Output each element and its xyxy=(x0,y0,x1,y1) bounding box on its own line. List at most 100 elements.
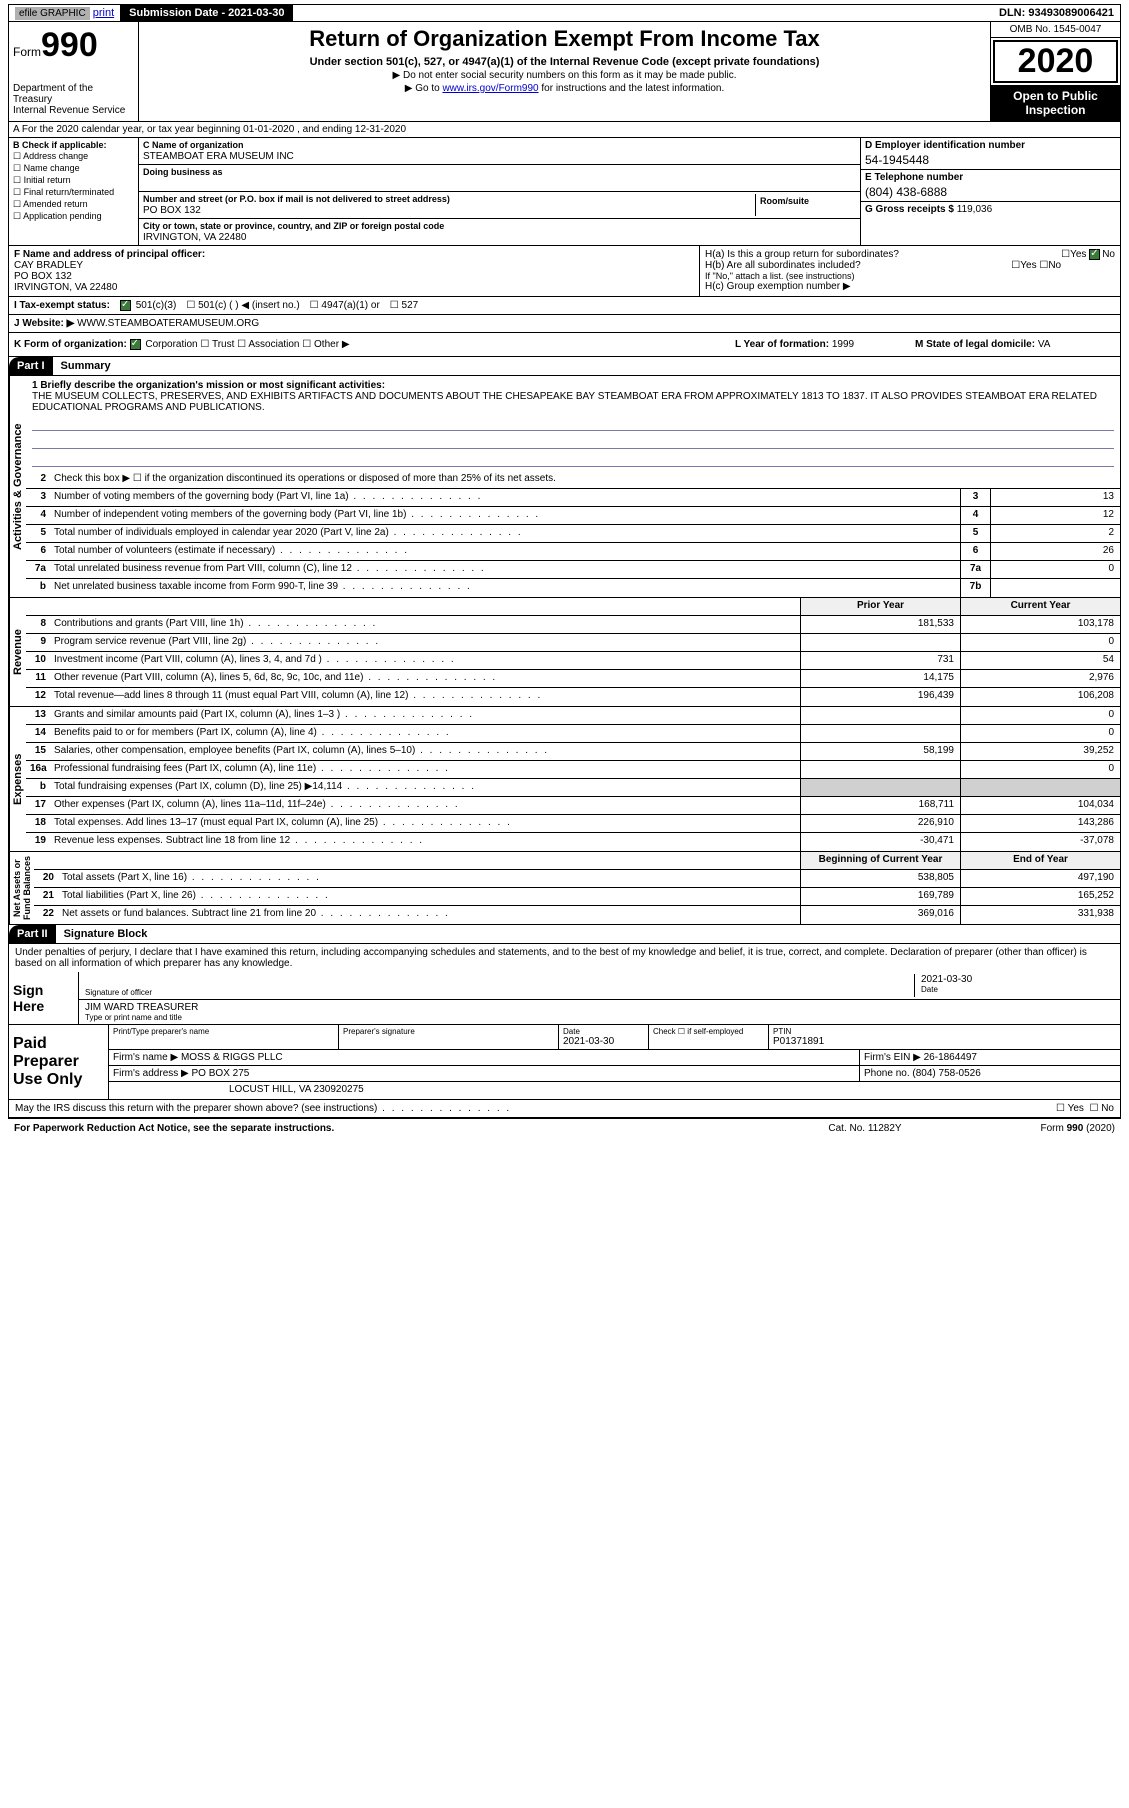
line-8-desc: Contributions and grants (Part VIII, lin… xyxy=(50,616,800,633)
firm-addr2: LOCUST HILL, VA 230920275 xyxy=(109,1082,1120,1097)
row-i-tax-status: I Tax-exempt status: 501(c)(3) ☐ 501(c) … xyxy=(8,297,1121,315)
line-18-py: 226,910 xyxy=(800,815,960,832)
cb-amended[interactable]: ☐ Amended return xyxy=(13,199,134,210)
officer-name: CAY BRADLEY xyxy=(14,260,694,271)
form-subtitle-2: ▶ Do not enter social security numbers o… xyxy=(149,70,980,81)
col-c: C Name of organizationSTEAMBOAT ERA MUSE… xyxy=(139,138,860,245)
officer-addr1: PO BOX 132 xyxy=(14,271,694,282)
phone: (804) 438-6888 xyxy=(865,185,1116,199)
cb-name-change[interactable]: ☐ Name change xyxy=(13,163,134,174)
firm-phone: (804) 758-0526 xyxy=(912,1068,980,1079)
line-11-cy: 2,976 xyxy=(960,670,1120,687)
governance-section: Activities & Governance 1 Briefly descri… xyxy=(8,376,1121,598)
line-4-desc: Number of independent voting members of … xyxy=(50,507,960,524)
line-b-desc: Net unrelated business taxable income fr… xyxy=(50,579,960,597)
street-address: PO BOX 132 xyxy=(143,205,201,216)
sign-here-label: Sign Here xyxy=(9,972,79,1024)
state-domicile: VA xyxy=(1038,339,1051,350)
side-label-netassets: Net Assets or Fund Balances xyxy=(9,852,34,924)
ein: 54-1945448 xyxy=(865,153,1116,167)
line-9-desc: Program service revenue (Part VIII, line… xyxy=(50,634,800,651)
preparer-block: Paid Preparer Use Only Print/Type prepar… xyxy=(8,1025,1121,1100)
line-12-cy: 106,208 xyxy=(960,688,1120,706)
mission-text: THE MUSEUM COLLECTS, PRESERVES, AND EXHI… xyxy=(32,391,1114,413)
paid-preparer-label: Paid Preparer Use Only xyxy=(9,1025,109,1099)
submission-date: Submission Date - 2021-03-30 xyxy=(121,5,293,21)
line-12-py: 196,439 xyxy=(800,688,960,706)
form-label: Form xyxy=(13,45,41,59)
row-k-org-form: K Form of organization: Corporation ☐ Tr… xyxy=(8,333,1121,357)
firm-addr1: PO BOX 275 xyxy=(192,1068,250,1079)
part-ii-header: Part II Signature Block xyxy=(8,925,1121,944)
line-10-desc: Investment income (Part VIII, column (A)… xyxy=(50,652,800,669)
cb-self-employed[interactable]: Check ☐ if self-employed xyxy=(653,1027,764,1036)
mission-block: 1 Briefly describe the organization's mi… xyxy=(26,376,1120,471)
form-header: Form990 Department of the Treasury Inter… xyxy=(8,22,1121,122)
line-14-py xyxy=(800,725,960,742)
form-subtitle-1: Under section 501(c), 527, or 4947(a)(1)… xyxy=(149,56,980,68)
line-16a-desc: Professional fundraising fees (Part IX, … xyxy=(50,761,800,778)
year-formation: 1999 xyxy=(832,339,854,350)
line-21-desc: Total liabilities (Part X, line 26) xyxy=(58,888,800,905)
dln: DLN: 93493089006421 xyxy=(993,5,1120,21)
line-6-value: 26 xyxy=(990,543,1120,560)
line-9-py xyxy=(800,634,960,651)
line-7a-desc: Total unrelated business revenue from Pa… xyxy=(50,561,960,578)
side-label-revenue: Revenue xyxy=(9,598,26,706)
cb-app-pending[interactable]: ☐ Application pending xyxy=(13,211,134,222)
line-20-desc: Total assets (Part X, line 16) xyxy=(58,870,800,887)
cb-initial-return[interactable]: ☐ Initial return xyxy=(13,175,134,186)
netassets-section: Net Assets or Fund Balances Beginning of… xyxy=(8,852,1121,925)
line-13-cy: 0 xyxy=(960,707,1120,724)
sign-date: 2021-03-30 xyxy=(921,974,1114,985)
line-18-desc: Total expenses. Add lines 13–17 (must eq… xyxy=(50,815,800,832)
col-d: D Employer identification number54-19454… xyxy=(860,138,1120,245)
line-17-cy: 104,034 xyxy=(960,797,1120,814)
perjury-text: Under penalties of perjury, I declare th… xyxy=(9,944,1120,972)
line-b-desc: Total fundraising expenses (Part IX, col… xyxy=(50,779,800,796)
line-14-cy: 0 xyxy=(960,725,1120,742)
line-18-cy: 143,286 xyxy=(960,815,1120,832)
efile-badge: efile GRAPHIC print xyxy=(9,5,121,21)
form-title: Return of Organization Exempt From Incom… xyxy=(149,26,980,52)
line-17-py: 168,711 xyxy=(800,797,960,814)
irs-link[interactable]: www.irs.gov/Form990 xyxy=(442,83,538,94)
line-8-cy: 103,178 xyxy=(960,616,1120,633)
ptin: P01371891 xyxy=(773,1036,1116,1047)
line-11-py: 14,175 xyxy=(800,670,960,687)
gross-receipts: 119,036 xyxy=(957,204,992,215)
discuss-row: May the IRS discuss this return with the… xyxy=(8,1100,1121,1118)
print-link[interactable]: print xyxy=(93,7,114,19)
omb-number: OMB No. 1545-0047 xyxy=(991,22,1120,38)
cb-address-change[interactable]: ☐ Address change xyxy=(13,151,134,162)
cb-501c3[interactable] xyxy=(120,300,131,311)
side-label-governance: Activities & Governance xyxy=(9,376,26,597)
org-name: STEAMBOAT ERA MUSEUM INC xyxy=(143,151,294,162)
line-3-desc: Number of voting members of the governin… xyxy=(50,489,960,506)
part-i-header: Part I Summary xyxy=(8,357,1121,376)
line-4-value: 12 xyxy=(990,507,1120,524)
line-6-desc: Total number of volunteers (estimate if … xyxy=(50,543,960,560)
line-8-py: 181,533 xyxy=(800,616,960,633)
line-13-desc: Grants and similar amounts paid (Part IX… xyxy=(50,707,800,724)
row-j-website: J Website: ▶ WWW.STEAMBOATERAMUSEUM.ORG xyxy=(8,315,1121,333)
line-14-desc: Benefits paid to or for members (Part IX… xyxy=(50,725,800,742)
line-10-cy: 54 xyxy=(960,652,1120,669)
cb-final-return[interactable]: ☐ Final return/terminated xyxy=(13,187,134,198)
line-22-cy: 331,938 xyxy=(960,906,1120,924)
line-5-desc: Total number of individuals employed in … xyxy=(50,525,960,542)
line-16a-py xyxy=(800,761,960,778)
line-5-value: 2 xyxy=(990,525,1120,542)
prep-date: 2021-03-30 xyxy=(563,1036,644,1047)
dept-label: Department of the Treasury Internal Reve… xyxy=(13,83,134,116)
officer-addr2: IRVINGTON, VA 22480 xyxy=(14,282,694,293)
line-7a-value: 0 xyxy=(990,561,1120,578)
revenue-section: Revenue Prior YearCurrent Year 8Contribu… xyxy=(8,598,1121,707)
firm-ein: 26-1864497 xyxy=(924,1052,977,1063)
footer-center: Cat. No. 11282Y xyxy=(765,1123,965,1134)
cb-corporation[interactable] xyxy=(130,339,141,350)
line-20-py: 538,805 xyxy=(800,870,960,887)
line-16a-cy: 0 xyxy=(960,761,1120,778)
form-number: 990 xyxy=(41,26,98,64)
line-19-desc: Revenue less expenses. Subtract line 18 … xyxy=(50,833,800,851)
